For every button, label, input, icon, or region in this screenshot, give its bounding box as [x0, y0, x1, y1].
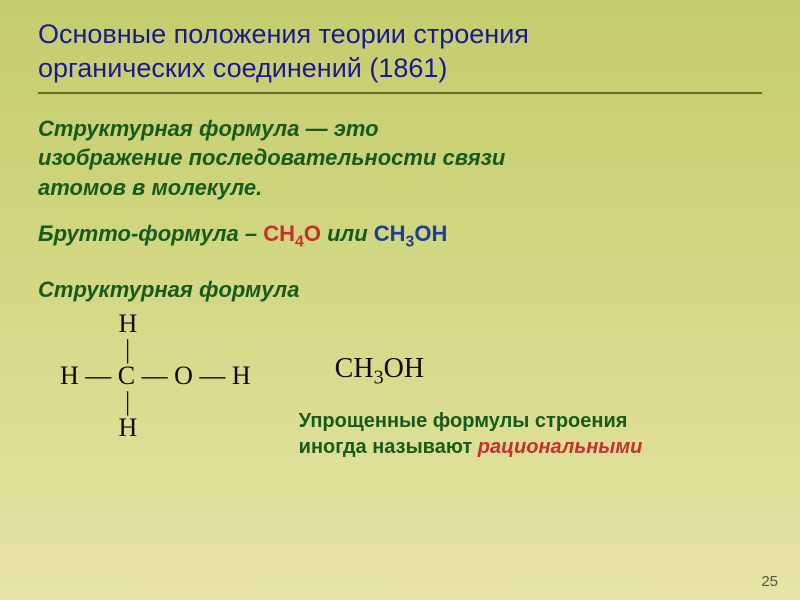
title-line-1: Основные положения теории строения [38, 19, 529, 49]
title-line-2: органических соединений (1861) [38, 53, 447, 83]
ch4o-post: O [304, 221, 321, 246]
ch4o-sub: 4 [295, 233, 304, 250]
definition-line2: изображение последовательности связи [38, 145, 505, 170]
sf-r2: | [60, 335, 130, 364]
brutto-label: Брутто-формула – [38, 221, 263, 246]
sf-r4: | [60, 387, 130, 416]
definition-line3: атомов в молекуле. [38, 175, 262, 200]
sf-r5: H [60, 413, 137, 442]
ch3oh-big-sub: 3 [374, 367, 384, 389]
page-number: 25 [761, 573, 778, 590]
formula-ch4o: CH4O [263, 221, 321, 246]
brutto-or: или [321, 221, 374, 246]
ch3oh-simplified: CH3OH [335, 353, 762, 390]
explanation-line2a: иногда называют [299, 436, 478, 458]
brutto-line: Брутто-формула – CH4O или CH3OH [38, 221, 762, 251]
ch3oh-big-pre: CH [335, 353, 374, 384]
definition-dash: — это [299, 116, 378, 141]
bottom-area: H | H — C — O — H | H CH3OH Упрощенные ф… [38, 311, 762, 460]
definition-text: Структурная формула — это изображение по… [38, 114, 762, 203]
explanation-text: Упрощенные формулы строения иногда назыв… [299, 408, 762, 460]
sf-r1: H [60, 309, 137, 338]
formula-ch3oh: CH3OH [374, 221, 448, 246]
sf-r3: H — C — O — H [60, 361, 251, 390]
ch3oh-big-post: OH [384, 353, 424, 384]
ch4o-pre: CH [263, 221, 295, 246]
slide-title: Основные положения теории строения орган… [38, 18, 762, 86]
definition-term: Структурная формула [38, 116, 299, 141]
ch3oh-pre: CH [374, 221, 406, 246]
ch3oh-post: OH [414, 221, 447, 246]
title-underline [38, 92, 762, 94]
rational-word: рациональными [478, 436, 643, 458]
explanation-line1: Упрощенные формулы строения [299, 410, 628, 432]
right-block: CH3OH Упрощенные формулы строения иногда… [299, 311, 762, 460]
structural-formula-label: Структурная формула [38, 277, 762, 303]
definition-block: Структурная формула — это изображение по… [38, 114, 762, 203]
structural-formula-diagram: H | H — C — O — H | H [60, 311, 251, 441]
